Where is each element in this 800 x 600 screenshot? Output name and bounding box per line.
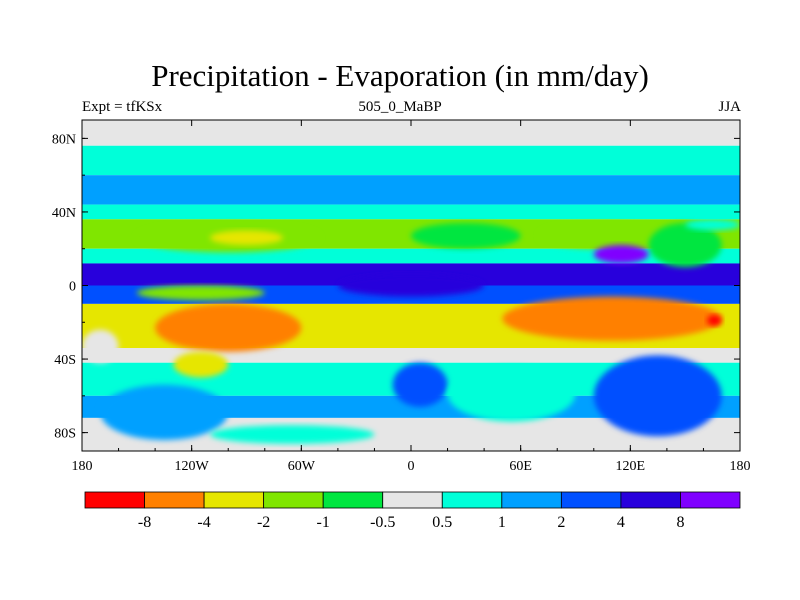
colorbar-label: -1	[317, 514, 330, 531]
colorbar-label: -4	[197, 514, 210, 531]
colorbar-label: 1	[498, 514, 506, 531]
feature-8	[707, 314, 722, 326]
colorbar-swatch-8	[560, 491, 622, 509]
x-tick-label: 0	[408, 459, 415, 474]
colorbar-label: -8	[138, 514, 151, 531]
y-tick-label: 80S	[54, 427, 76, 442]
colorbar-swatch-5	[382, 491, 443, 509]
x-tick-label: 120W	[175, 459, 210, 474]
band-2	[82, 175, 740, 205]
y-tick-label: 40S	[54, 353, 76, 368]
colorbar-label: 2	[557, 514, 565, 531]
colorbar-label: -2	[257, 514, 270, 531]
colorbar-label: 4	[617, 514, 625, 531]
y-tick-label: 80N	[52, 132, 76, 147]
colorbar-label: 8	[676, 514, 684, 531]
colorbar-swatch-10	[680, 491, 741, 509]
x-tick-label: 60E	[509, 459, 532, 474]
colorbar-label: -0.5	[370, 514, 395, 531]
colorbar-swatch-3	[263, 491, 324, 509]
feature-9	[337, 307, 448, 337]
feature-15	[100, 384, 229, 440]
feature-3	[411, 222, 521, 249]
feature-7	[502, 296, 722, 341]
colorbar-swatch-4	[322, 491, 384, 509]
colorbar-swatch-9	[620, 491, 681, 509]
period-label: 505_0_MaBP	[358, 99, 442, 115]
feature-6	[155, 303, 302, 352]
feature-19	[685, 219, 740, 231]
feature-11	[337, 274, 485, 297]
feature-16	[209, 425, 375, 444]
colorbar-label: 0.5	[432, 514, 452, 531]
feature-12	[392, 362, 448, 407]
colorbar-swatch-2	[203, 491, 265, 509]
colorbar-swatch-1	[144, 491, 205, 509]
feature-17	[82, 329, 119, 363]
x-tick-label: 180	[72, 459, 93, 474]
y-tick-label: 40N	[52, 206, 76, 221]
feature-5	[593, 245, 649, 264]
chart-title: Precipitation - Evaporation (in mm/day)	[151, 58, 649, 93]
band-1	[82, 145, 740, 176]
band-11	[82, 395, 740, 418]
band-5	[82, 248, 740, 264]
field-layer	[82, 120, 740, 451]
feature-10	[136, 285, 265, 301]
colorbar-swatch-0	[84, 491, 145, 509]
feature-1	[209, 230, 284, 246]
feature-14	[593, 355, 722, 437]
season-label: JJA	[718, 99, 741, 115]
y-tick-label: 0	[69, 280, 76, 295]
band-3	[82, 204, 740, 220]
feature-13	[447, 366, 576, 422]
x-tick-label: 180	[730, 459, 751, 474]
experiment-label: Expt = tfKSx	[82, 99, 163, 115]
band-9	[82, 348, 740, 363]
feature-18	[173, 351, 229, 378]
feature-2	[538, 222, 667, 249]
feature-4	[648, 222, 722, 268]
x-tick-label: 60W	[288, 459, 316, 474]
colorbar-swatch-7	[501, 491, 562, 509]
colorbar-swatch-6	[441, 491, 503, 509]
x-tick-label: 120E	[616, 459, 646, 474]
